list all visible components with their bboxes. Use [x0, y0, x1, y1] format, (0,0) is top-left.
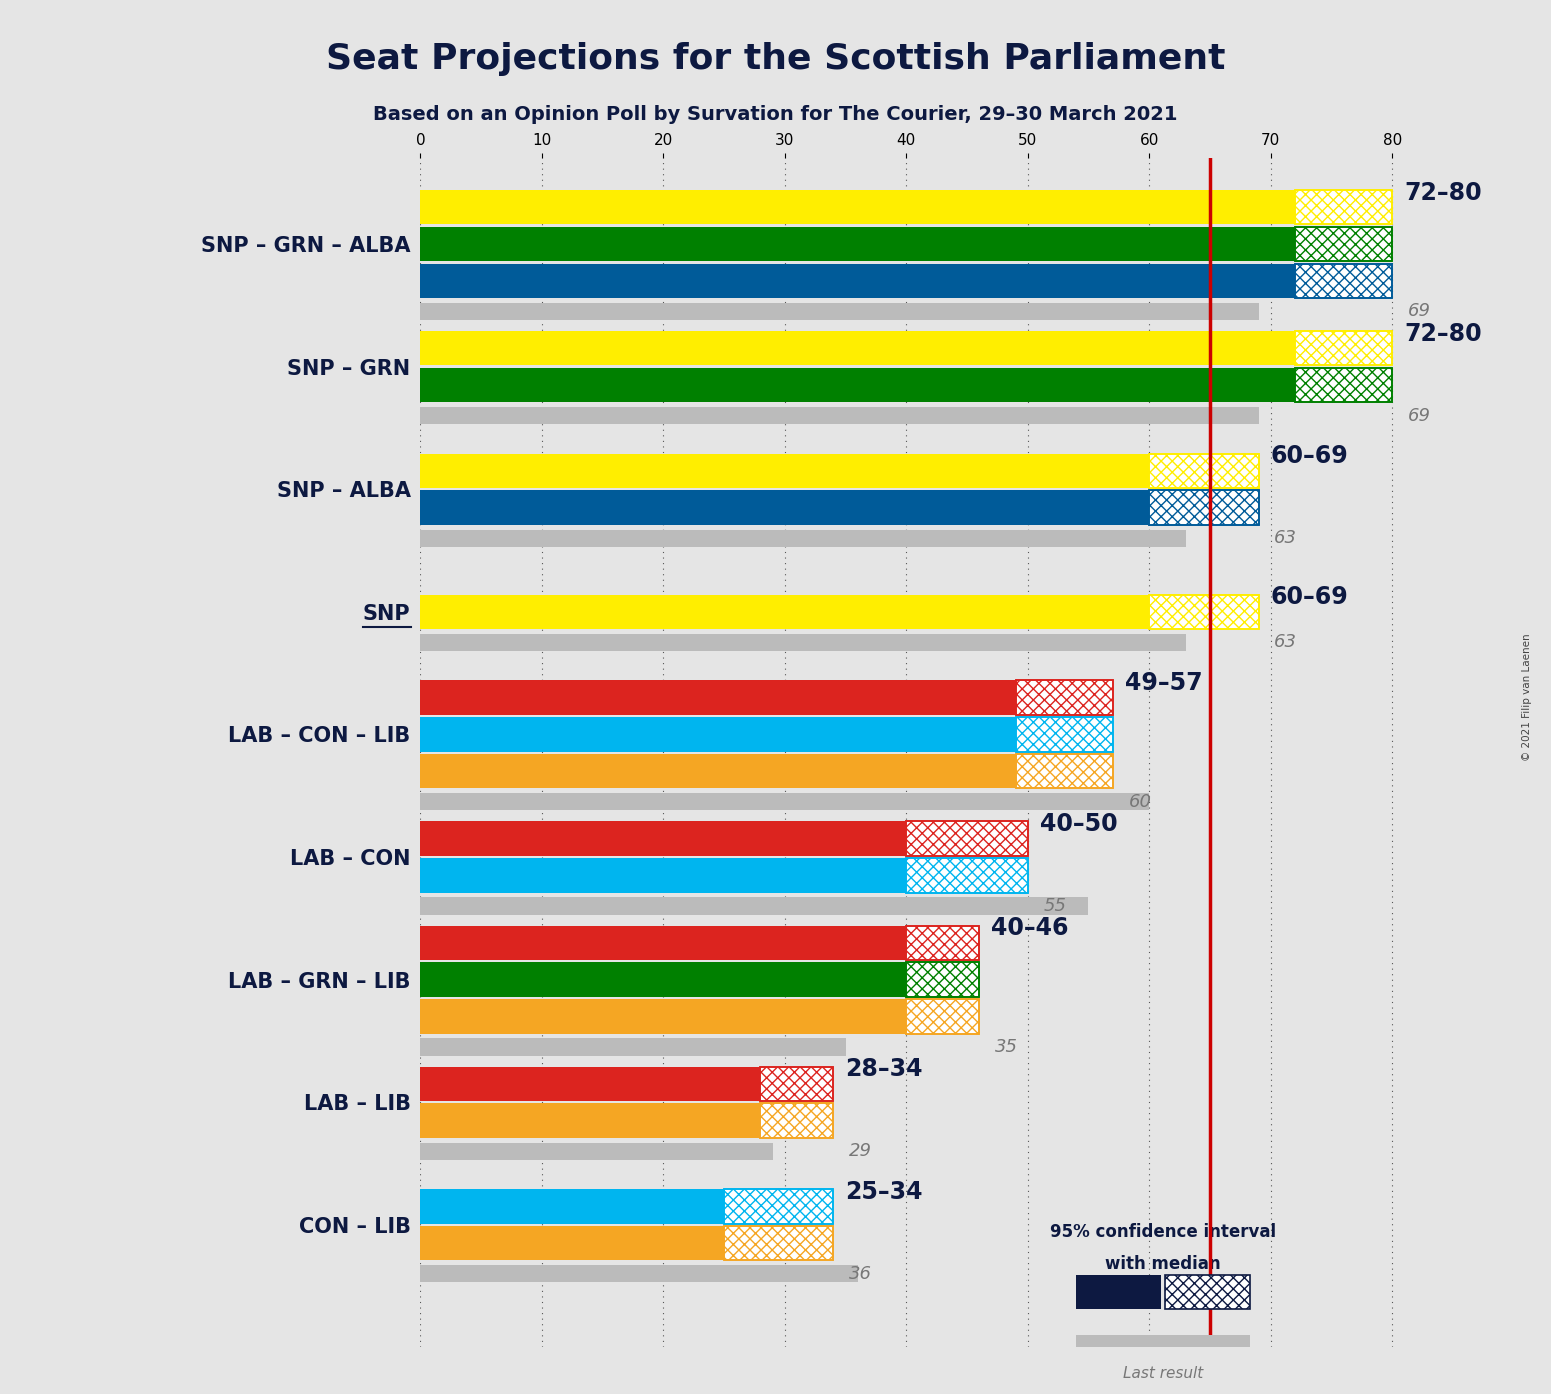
Bar	[420, 680, 1016, 715]
Bar	[724, 1227, 833, 1260]
Bar	[420, 859, 906, 892]
Bar	[1016, 718, 1112, 751]
Bar	[420, 1039, 845, 1055]
Bar	[420, 898, 1089, 914]
Bar	[420, 1189, 724, 1224]
Bar	[1149, 595, 1258, 629]
Bar	[1016, 680, 1112, 715]
Text: 29: 29	[848, 1142, 872, 1160]
Bar	[420, 718, 1016, 751]
Bar	[420, 1066, 760, 1101]
Text: 25–34: 25–34	[845, 1179, 923, 1204]
Bar	[420, 754, 1016, 789]
Bar	[1295, 330, 1393, 365]
Bar	[420, 190, 1295, 224]
Bar	[1295, 227, 1393, 261]
Bar	[760, 1066, 833, 1101]
Bar	[420, 330, 1295, 365]
Bar	[1016, 680, 1112, 715]
Bar	[420, 530, 1185, 546]
Text: 40–46: 40–46	[991, 916, 1069, 941]
Bar	[1295, 368, 1393, 403]
Bar	[1016, 754, 1112, 789]
Text: 60–69: 60–69	[1270, 585, 1348, 609]
Bar	[420, 1227, 724, 1260]
Bar	[906, 859, 1028, 892]
Text: 95% confidence interval: 95% confidence interval	[1050, 1223, 1276, 1241]
Bar	[906, 926, 979, 960]
Bar	[1016, 718, 1112, 751]
Bar	[420, 926, 906, 960]
Bar	[1295, 227, 1393, 261]
Bar	[1149, 491, 1258, 524]
Text: 55: 55	[1044, 898, 1067, 914]
Bar	[1149, 453, 1258, 488]
Text: 28–34: 28–34	[845, 1058, 923, 1082]
Bar	[1149, 453, 1258, 488]
Bar	[420, 821, 906, 856]
Text: Based on an Opinion Poll by Survation for The Courier, 29–30 March 2021: Based on an Opinion Poll by Survation fo…	[374, 105, 1177, 124]
Bar	[420, 962, 906, 997]
Bar	[724, 1189, 833, 1224]
Bar	[420, 491, 1149, 524]
Text: 63: 63	[1275, 633, 1297, 651]
Text: 72–80: 72–80	[1404, 322, 1481, 346]
Bar	[420, 453, 1149, 488]
Bar	[760, 1066, 833, 1101]
Bar	[420, 999, 906, 1033]
Bar	[724, 1189, 833, 1224]
Bar	[420, 634, 1185, 651]
Bar	[420, 407, 1258, 424]
Text: 72–80: 72–80	[1404, 181, 1481, 205]
Bar	[420, 793, 1149, 810]
Text: 63: 63	[1275, 530, 1297, 548]
Bar	[906, 999, 979, 1033]
Bar	[906, 821, 1028, 856]
Bar	[906, 962, 979, 997]
Bar	[906, 962, 979, 997]
Bar	[1295, 263, 1393, 298]
Text: 40–50: 40–50	[1039, 813, 1118, 836]
Text: 36: 36	[848, 1264, 872, 1282]
Text: Last result: Last result	[1123, 1366, 1204, 1381]
Text: 60: 60	[1129, 793, 1151, 811]
Text: 60–69: 60–69	[1270, 445, 1348, 468]
Bar	[1076, 1335, 1250, 1356]
Bar	[420, 1266, 858, 1282]
Text: 69: 69	[1408, 302, 1432, 321]
Bar	[420, 1143, 772, 1160]
Bar	[1016, 754, 1112, 789]
Text: with median: with median	[1106, 1255, 1221, 1273]
Bar	[1295, 190, 1393, 224]
Bar	[906, 926, 979, 960]
Bar	[420, 263, 1295, 298]
Bar	[420, 302, 1258, 321]
Text: © 2021 Filip van Laenen: © 2021 Filip van Laenen	[1523, 633, 1532, 761]
Bar	[1165, 1276, 1250, 1309]
Bar	[1295, 190, 1393, 224]
Bar	[760, 1104, 833, 1138]
Bar	[1295, 330, 1393, 365]
Bar	[1149, 491, 1258, 524]
Text: 35: 35	[994, 1039, 1017, 1057]
Text: 69: 69	[1408, 407, 1432, 425]
Text: 49–57: 49–57	[1124, 671, 1202, 696]
Bar	[906, 821, 1028, 856]
Bar	[420, 1104, 760, 1138]
Bar	[1295, 263, 1393, 298]
Bar	[906, 859, 1028, 892]
Bar	[760, 1104, 833, 1138]
Text: Seat Projections for the Scottish Parliament: Seat Projections for the Scottish Parlia…	[326, 42, 1225, 75]
Bar	[906, 999, 979, 1033]
Bar	[1076, 1276, 1162, 1309]
Bar	[724, 1227, 833, 1260]
Bar	[420, 368, 1295, 403]
Bar	[420, 595, 1149, 629]
Bar	[1149, 595, 1258, 629]
Bar	[1295, 368, 1393, 403]
Bar	[420, 227, 1295, 261]
